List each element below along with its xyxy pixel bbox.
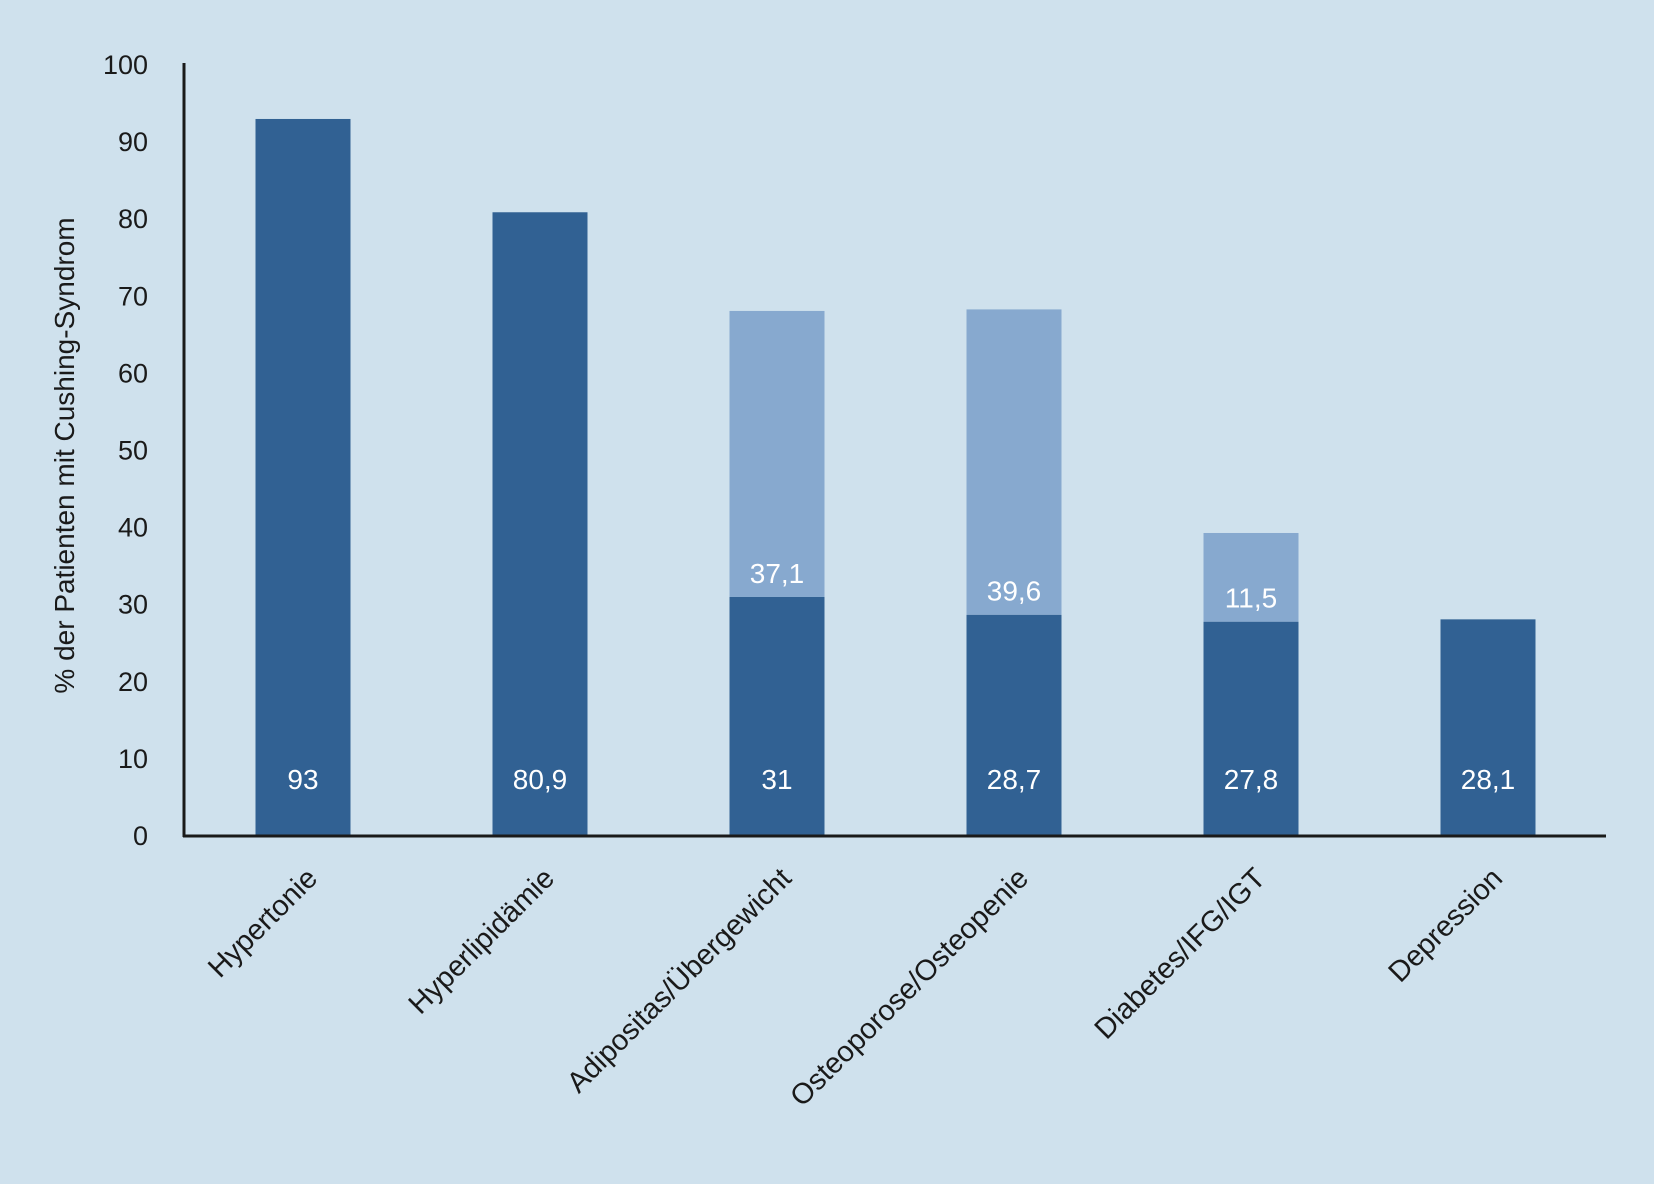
bar-value-label-primary-2: 31 xyxy=(761,764,792,795)
y-tick-label-50: 50 xyxy=(118,436,148,466)
bar-secondary-3 xyxy=(966,309,1062,615)
bars-layer xyxy=(255,118,1536,837)
bar-primary-5 xyxy=(1440,619,1536,836)
x-category-label-5: Depression xyxy=(1383,862,1509,988)
y-tick-label-80: 80 xyxy=(118,204,148,234)
x-category-label-2: Adipositas/Übergewicht xyxy=(561,862,798,1099)
x-category-label-3: Osteoporose/Osteopenie xyxy=(784,862,1035,1113)
bar-value-label-primary-0: 93 xyxy=(287,764,318,795)
axes-layer xyxy=(182,63,1606,838)
bar-value-label-secondary-3: 39,6 xyxy=(987,576,1042,607)
y-tick-label-30: 30 xyxy=(118,590,148,620)
x-category-label-4: Diabetes/IFG/IGT xyxy=(1089,862,1273,1046)
y-tick-label-40: 40 xyxy=(118,513,148,543)
bar-value-label-primary-4: 27,8 xyxy=(1224,764,1279,795)
y-tick-label-100: 100 xyxy=(103,50,148,80)
bar-value-label-secondary-4: 11,5 xyxy=(1225,583,1277,614)
y-tick-label-20: 20 xyxy=(118,667,148,697)
bar-secondary-2 xyxy=(729,310,825,597)
bar-primary-3 xyxy=(966,614,1062,836)
x-category-labels: Hypertonie Hyperlipidämie Adipositas/Überg… xyxy=(202,862,1509,1113)
bar-value-label-primary-5: 28,1 xyxy=(1461,764,1516,795)
y-tick-labels: 0 10 20 30 40 50 60 70 80 90 100 xyxy=(103,50,148,851)
bar-primary-2 xyxy=(729,596,825,836)
bar-primary-1 xyxy=(492,212,588,837)
bar-value-label-primary-1: 80,9 xyxy=(513,764,568,795)
bar-labels-layer: 93 80,9 31 37,1 28,7 39,6 27,8 11,5 28,1 xyxy=(287,558,1515,795)
y-tick-label-60: 60 xyxy=(118,358,148,388)
y-tick-label-70: 70 xyxy=(118,281,148,311)
y-tick-label-90: 90 xyxy=(118,127,148,157)
bar-secondary-4 xyxy=(1203,532,1299,622)
y-axis-title: % der Patienten mit Cushing-Syndrom xyxy=(49,217,80,693)
bar-value-label-secondary-2: 37,1 xyxy=(750,558,805,589)
x-category-label-1: Hyperlipidämie xyxy=(403,862,561,1020)
y-tick-label-0: 0 xyxy=(133,821,148,851)
x-category-label-0: Hypertonie xyxy=(202,862,324,984)
y-tick-label-10: 10 xyxy=(118,744,148,774)
bar-primary-4 xyxy=(1203,621,1299,836)
bar-primary-0 xyxy=(255,118,351,837)
bar-value-label-primary-3: 28,7 xyxy=(987,764,1042,795)
